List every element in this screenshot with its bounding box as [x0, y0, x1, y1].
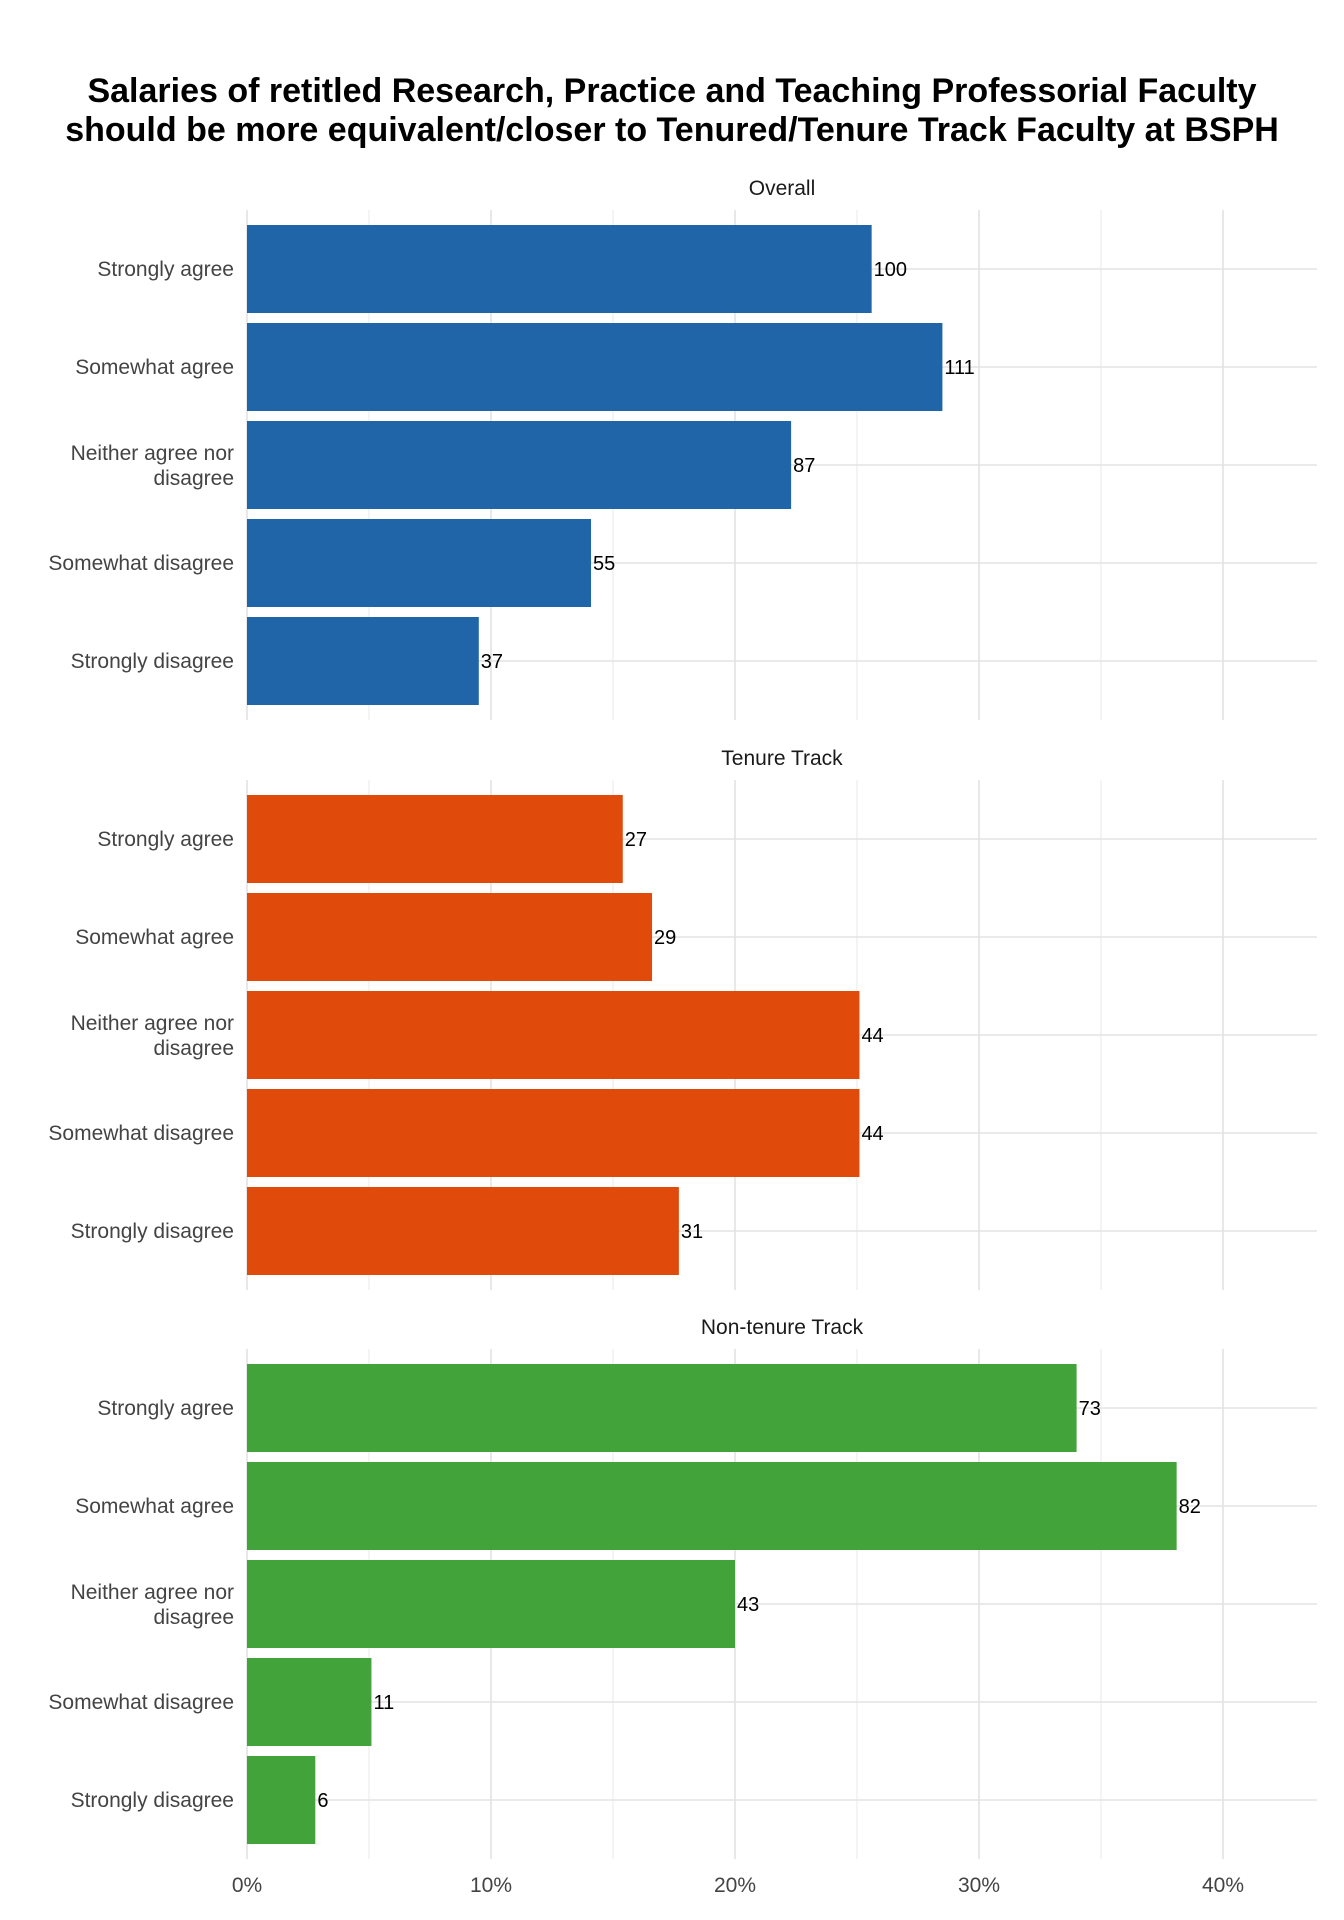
- chart-title-line-2: should be more equivalent/closer to Tenu…: [65, 111, 1279, 149]
- category-label: Strongly disagree: [71, 1220, 234, 1243]
- data-label-tenure-track: 44: [861, 1123, 883, 1145]
- category-label: Strongly disagree: [71, 650, 234, 673]
- data-label-overall: 111: [944, 357, 974, 379]
- category-label: Strongly agree: [97, 1397, 234, 1420]
- data-label-overall: 100: [874, 259, 907, 281]
- data-label-non-tenure-track: 11: [373, 1692, 394, 1714]
- bar-overall: [247, 225, 872, 313]
- bar-overall: [247, 323, 943, 411]
- facet-label-non-tenure-track: Non-tenure Track: [701, 1316, 864, 1339]
- data-label-tenure-track: 27: [625, 829, 647, 851]
- category-label-line: disagree: [153, 467, 234, 490]
- category-label-line: Neither agree nor: [71, 1581, 234, 1604]
- data-label-non-tenure-track: 6: [317, 1790, 328, 1812]
- x-tick-label: 40%: [1202, 1874, 1244, 1897]
- x-tick-label: 20%: [714, 1874, 756, 1897]
- data-label-tenure-track: 29: [654, 927, 676, 949]
- data-label-non-tenure-track: 73: [1079, 1398, 1101, 1420]
- data-label-overall: 55: [593, 553, 615, 575]
- bar-tenure-track: [247, 893, 653, 981]
- bar-non-tenure-track: [247, 1462, 1177, 1550]
- bar-tenure-track: [247, 1187, 679, 1275]
- category-label: Strongly agree: [97, 828, 234, 851]
- bar-overall: [247, 421, 792, 509]
- x-tick-label: 30%: [958, 1874, 1000, 1897]
- data-label-tenure-track: 44: [861, 1025, 883, 1047]
- category-label-line: Neither agree nor: [71, 1012, 234, 1035]
- bar-overall: [247, 617, 479, 705]
- facet-label-tenure-track: Tenure Track: [721, 747, 843, 770]
- bar-tenure-track: [247, 991, 860, 1079]
- category-label: Neither agree nor disagree: [71, 1581, 234, 1629]
- category-label: Somewhat disagree: [48, 1122, 234, 1145]
- category-label: Strongly disagree: [71, 1789, 234, 1812]
- category-label: Neither agree nor disagree: [71, 1012, 234, 1060]
- bar-non-tenure-track: [247, 1364, 1077, 1452]
- category-label: Somewhat agree: [75, 926, 234, 949]
- category-label: Strongly agree: [97, 258, 234, 281]
- facet-label-overall: Overall: [749, 177, 816, 200]
- data-label-tenure-track: 31: [681, 1221, 703, 1243]
- bar-overall: [247, 519, 592, 607]
- category-label: Somewhat disagree: [48, 1691, 234, 1714]
- chart-title-line-1: Salaries of retitled Research, Practice …: [87, 72, 1257, 110]
- category-label: Somewhat agree: [75, 356, 234, 379]
- bar-non-tenure-track: [247, 1658, 372, 1746]
- chart-title: Salaries of retitled Research, Practice …: [0, 72, 1344, 150]
- bar-non-tenure-track: [247, 1560, 735, 1648]
- data-label-non-tenure-track: 82: [1179, 1496, 1201, 1518]
- data-label-overall: 87: [793, 455, 815, 477]
- category-label-line: disagree: [153, 1037, 234, 1060]
- data-label-overall: 37: [481, 651, 503, 673]
- category-label-line: Neither agree nor: [71, 442, 234, 465]
- data-label-non-tenure-track: 43: [737, 1594, 759, 1616]
- category-label-line: disagree: [153, 1606, 234, 1629]
- bar-non-tenure-track: [247, 1756, 316, 1844]
- bar-tenure-track: [247, 795, 623, 883]
- category-label: Somewhat disagree: [48, 552, 234, 575]
- bar-tenure-track: [247, 1089, 860, 1177]
- category-label: Neither agree nor disagree: [71, 442, 234, 490]
- x-tick-label: 0%: [232, 1874, 262, 1897]
- x-tick-label: 10%: [470, 1874, 512, 1897]
- category-label: Somewhat agree: [75, 1495, 234, 1518]
